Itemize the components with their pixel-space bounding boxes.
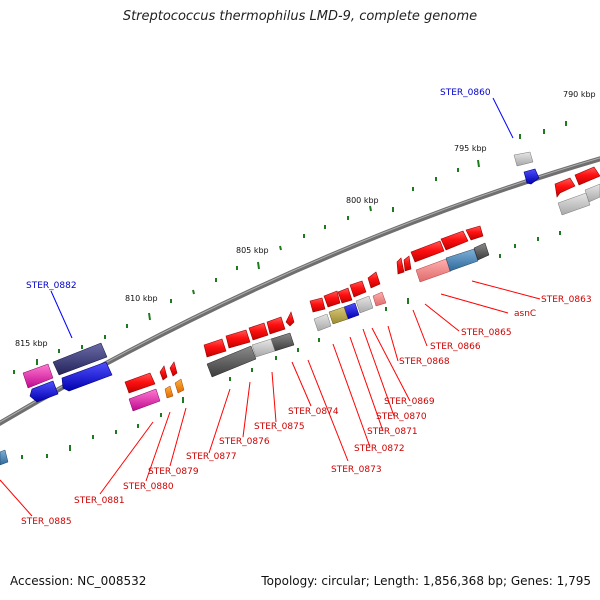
- gene-arrow: [266, 316, 286, 335]
- gene-arrow: [554, 177, 576, 198]
- gene-label-ster-0877[interactable]: STER_0877: [186, 452, 237, 462]
- gene-label-ster-0876[interactable]: STER_0876: [219, 437, 270, 447]
- gene-label-ster-0869[interactable]: STER_0869: [384, 397, 435, 407]
- scale-label-805: 805 kbp: [236, 246, 269, 255]
- gene-label-ster-0879[interactable]: STER_0879: [148, 467, 199, 477]
- scale-ticks-outer: [13, 121, 567, 374]
- gene-arrow: [403, 255, 412, 272]
- gene-label-ster-0881[interactable]: STER_0881: [74, 496, 125, 506]
- gene-arrow: [323, 290, 341, 308]
- gene-label-ster-0882[interactable]: STER_0882: [26, 281, 77, 291]
- gene-label-ster-0868[interactable]: STER_0868: [399, 357, 450, 367]
- gene-arrow: [29, 380, 59, 403]
- feature-block: [313, 313, 332, 332]
- gene-arrow: [248, 322, 269, 341]
- gene-arrow: [396, 257, 405, 275]
- gene-arrow: [124, 372, 156, 394]
- gene-arrow: [349, 280, 367, 298]
- gene-label-ster-0875[interactable]: STER_0875: [254, 422, 305, 432]
- feature-block: [584, 183, 600, 203]
- gene-arrow: [337, 287, 353, 304]
- feature-block: [328, 306, 349, 325]
- gene-arrow: [159, 365, 168, 381]
- feature-block: [52, 342, 108, 376]
- feature-block: [251, 338, 276, 358]
- gene-label-ster-0870[interactable]: STER_0870: [376, 412, 427, 422]
- gene-leader-lines-blue: [50, 97, 514, 339]
- gene-label-ster-0872[interactable]: STER_0872: [354, 444, 405, 454]
- feature-block: [473, 242, 490, 261]
- gene-arrow: [285, 311, 295, 327]
- gene-arrow: [203, 338, 227, 358]
- feature-block: [270, 332, 295, 352]
- feature-block: [0, 449, 9, 466]
- feature-block: [372, 291, 387, 307]
- gene-arrow: [169, 361, 178, 377]
- gene-arrow: [523, 168, 540, 185]
- feature-block: [445, 248, 479, 272]
- scale-ticks-inner: [21, 231, 561, 459]
- gene-label-ster-0865[interactable]: STER_0865: [461, 328, 512, 338]
- gene-label-ster-0866[interactable]: STER_0866: [430, 342, 481, 352]
- feature-block: [513, 151, 534, 167]
- genome-title: Streptococcus thermophilus LMD-9, comple…: [122, 9, 478, 24]
- feature-block: [206, 345, 257, 378]
- gene-label-ster-0871[interactable]: STER_0871: [367, 427, 418, 437]
- accession-text: Accession: NC_008532: [10, 574, 147, 588]
- gene-arrow: [61, 361, 113, 392]
- reverse-strand-genes: [29, 168, 540, 403]
- feature-block: [355, 295, 374, 314]
- gene-arrow: [309, 297, 326, 313]
- feature-block: [557, 192, 591, 216]
- gene-label-ster-0885[interactable]: STER_0885: [21, 517, 72, 527]
- gene-leader-lines: [0, 280, 541, 517]
- feature-block: [164, 385, 174, 399]
- feature-block: [22, 363, 54, 389]
- gene-label-ster-0880[interactable]: STER_0880: [123, 482, 174, 492]
- gene-arrow: [225, 329, 251, 349]
- genome-summary-text: Topology: circular; Length: 1,856,368 bp…: [261, 574, 591, 588]
- gene-arrow: [410, 240, 445, 263]
- feature-block: [128, 388, 161, 412]
- gene-label-ster-0874[interactable]: STER_0874: [288, 407, 339, 417]
- gene-arrow: [465, 225, 484, 241]
- gene-label-asnc[interactable]: asnC: [514, 309, 536, 319]
- scale-label-810: 810 kbp: [125, 294, 158, 303]
- feature-block: [174, 378, 185, 394]
- scale-label-795: 795 kbp: [454, 144, 487, 153]
- gene-label-ster-0860[interactable]: STER_0860: [440, 88, 491, 98]
- gene-label-ster-0863[interactable]: STER_0863: [541, 295, 592, 305]
- gene-arrow: [440, 230, 469, 251]
- scale-label-800: 800 kbp: [346, 196, 379, 205]
- gene-arrow: [367, 271, 381, 289]
- scale-label-815: 815 kbp: [15, 339, 48, 348]
- feature-blocks: [0, 151, 600, 466]
- feature-block: [415, 258, 452, 283]
- genome-backbone: [0, 156, 600, 427]
- gene-label-ster-0873[interactable]: STER_0873: [331, 465, 382, 475]
- forward-strand-genes: [124, 166, 600, 394]
- scale-label-790: 790 kbp: [563, 90, 596, 99]
- gene-arrow: [574, 166, 600, 186]
